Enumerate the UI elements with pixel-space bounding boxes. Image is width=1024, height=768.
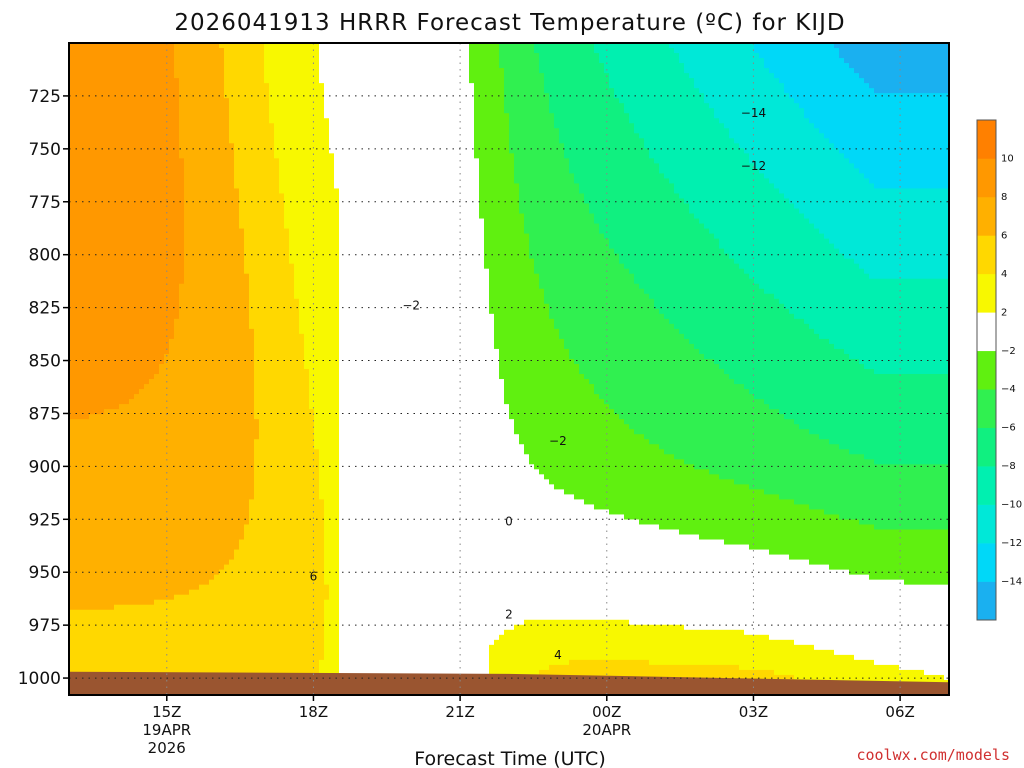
colorbar-swatch: [977, 582, 996, 621]
y-tick-label: 975: [29, 616, 61, 636]
credit-text: coolwx.com/models: [856, 746, 1010, 764]
x-tick-label: 18Z: [299, 703, 328, 721]
chart-title: 2026041913 HRRR Forecast Temperature (ºC…: [174, 10, 845, 36]
y-tick-label: 775: [29, 193, 61, 213]
y-tick-label: 825: [29, 299, 61, 319]
contour-label: −14: [741, 106, 766, 120]
y-tick-label: 725: [29, 87, 61, 107]
x-tick-date: 19APR: [142, 721, 191, 739]
x-tick-label: 03Z: [739, 703, 768, 721]
contour-label: 0: [505, 514, 513, 528]
y-tick-label: 1000: [18, 669, 61, 689]
colorbar-swatch: [977, 505, 996, 544]
colorbar-swatch: [977, 543, 996, 582]
colorbar-label: −8: [1001, 461, 1016, 472]
colorbar-swatch: [977, 428, 996, 467]
colorbar-label: −2: [1001, 346, 1016, 357]
colorbar-swatch: [977, 120, 996, 159]
colorbar-label: 2: [1001, 307, 1007, 318]
colorbar-label: 4: [1001, 269, 1007, 280]
colorbar-label: −6: [1001, 423, 1016, 434]
x-tick-label: 00Z: [592, 703, 621, 721]
y-axis: 725 750 775 800 825 850 875 900 925 950 975 1000: [18, 87, 69, 689]
colorbar-swatch: [977, 235, 996, 274]
contour-label: 4: [554, 648, 562, 662]
contour-label: −2: [549, 434, 567, 448]
contour-label: 6: [310, 569, 318, 583]
x-tick-year: 2026: [148, 739, 186, 757]
colorbar-label: 10: [1001, 153, 1014, 164]
x-axis-label: Forecast Time (UTC): [414, 748, 605, 768]
colorbar-label: −10: [1001, 500, 1022, 511]
x-tick-date: 20APR: [582, 721, 631, 739]
y-tick-label: 925: [29, 510, 61, 530]
contour-label: −12: [741, 159, 766, 173]
y-tick-label: 875: [29, 404, 61, 424]
y-tick-label: 950: [29, 563, 61, 583]
x-tick-label: 21Z: [445, 703, 474, 721]
colorbar-label: −4: [1001, 384, 1016, 395]
colorbar-swatch: [977, 351, 996, 390]
colorbar-label: 8: [1001, 192, 1007, 203]
colorbar-swatch: [977, 466, 996, 505]
x-tick-label: 15Z: [152, 703, 181, 721]
colorbar-swatch: [977, 197, 996, 236]
colorbar-swatch: [977, 312, 996, 351]
y-tick-label: 800: [29, 246, 61, 266]
contour-label: −2: [402, 298, 420, 312]
colorbar-label: −14: [1001, 577, 1022, 588]
colorbar-swatch: [977, 274, 996, 313]
temperature-field: [69, 43, 950, 696]
colorbar-label: −12: [1001, 538, 1022, 549]
colorbar-swatch: [977, 158, 996, 197]
colorbar-label: 6: [1001, 230, 1007, 241]
y-tick-label: 850: [29, 352, 61, 372]
contour-label: 2: [505, 608, 513, 622]
y-tick-label: 750: [29, 140, 61, 160]
colorbar: −14 −12 −10 −8 −6 −4 −2 2 4 6 8 10: [977, 120, 1022, 620]
x-tick-label: 06Z: [885, 703, 914, 721]
plot-area: −14 −12 −2 −2 0 2 4 6: [69, 43, 950, 696]
colorbar-swatch: [977, 389, 996, 428]
y-tick-label: 900: [29, 457, 61, 477]
